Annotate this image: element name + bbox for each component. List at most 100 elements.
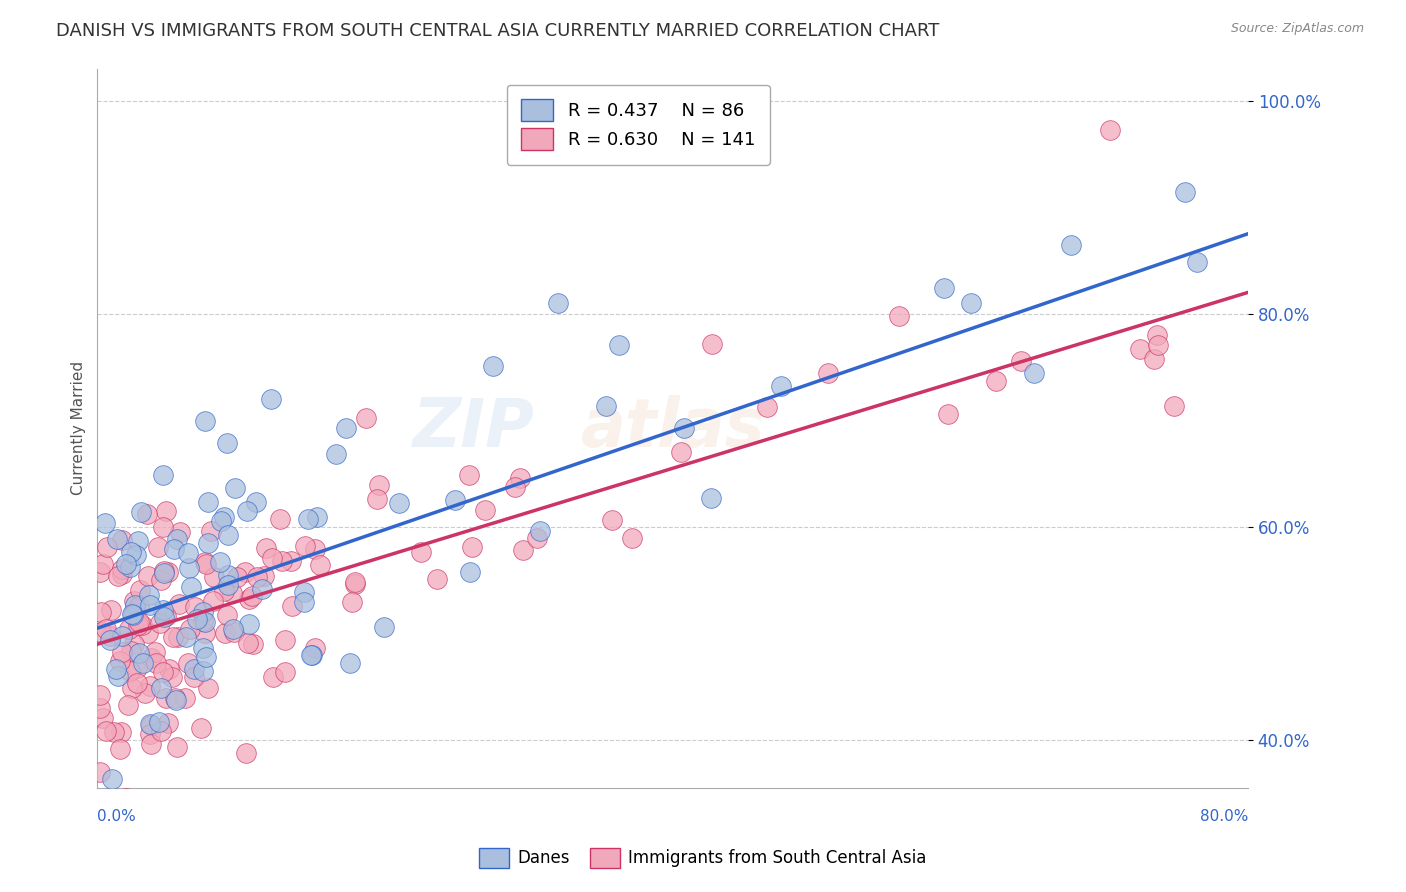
- Point: [366, 491, 388, 506]
- Point: [98, 632, 121, 647]
- Point: [224, 481, 246, 495]
- Point: [1143, 351, 1166, 366]
- Point: [136, 626, 159, 640]
- Point: [217, 578, 239, 592]
- Point: [184, 599, 207, 614]
- Point: [260, 551, 283, 566]
- Point: [163, 691, 186, 706]
- Point: [509, 471, 531, 485]
- Point: [167, 630, 190, 644]
- Point: [305, 510, 328, 524]
- Point: [166, 739, 188, 754]
- Point: [129, 505, 152, 519]
- Point: [149, 681, 172, 696]
- Point: [190, 721, 212, 735]
- Point: [136, 568, 159, 582]
- Point: [373, 620, 395, 634]
- Point: [160, 670, 183, 684]
- Point: [600, 512, 623, 526]
- Text: Source: ZipAtlas.com: Source: ZipAtlas.com: [1230, 22, 1364, 36]
- Point: [1147, 337, 1170, 351]
- Point: [202, 570, 225, 584]
- Point: [128, 646, 150, 660]
- Point: [166, 532, 188, 546]
- Point: [105, 662, 128, 676]
- Point: [180, 580, 202, 594]
- Point: [354, 410, 377, 425]
- Text: DANISH VS IMMIGRANTS FROM SOUTH CENTRAL ASIA CURRENTLY MARRIED CORRELATION CHART: DANISH VS IMMIGRANTS FROM SOUTH CENTRAL …: [56, 22, 939, 40]
- Point: [960, 295, 983, 310]
- Point: [253, 569, 276, 583]
- Point: [387, 495, 409, 509]
- Point: [186, 612, 208, 626]
- Point: [96, 541, 118, 555]
- Point: [157, 565, 180, 579]
- Point: [89, 688, 111, 702]
- Point: [195, 650, 218, 665]
- Point: [297, 512, 319, 526]
- Text: atlas: atlas: [581, 395, 765, 461]
- Point: [209, 514, 232, 528]
- Point: [1163, 399, 1185, 413]
- Point: [114, 557, 136, 571]
- Point: [120, 664, 142, 678]
- Point: [139, 717, 162, 731]
- Point: [121, 608, 143, 623]
- Point: [128, 599, 150, 613]
- Point: [117, 698, 139, 713]
- Point: [235, 746, 257, 760]
- Point: [183, 670, 205, 684]
- Point: [212, 509, 235, 524]
- Point: [91, 557, 114, 571]
- Point: [100, 772, 122, 787]
- Point: [162, 631, 184, 645]
- Point: [183, 662, 205, 676]
- Point: [153, 564, 176, 578]
- Point: [672, 421, 695, 435]
- Point: [335, 421, 357, 435]
- Point: [197, 536, 219, 550]
- Point: [252, 582, 274, 596]
- Point: [194, 625, 217, 640]
- Point: [426, 572, 449, 586]
- Point: [236, 635, 259, 649]
- Point: [111, 645, 134, 659]
- Point: [221, 586, 243, 600]
- Point: [474, 503, 496, 517]
- Point: [194, 557, 217, 571]
- Legend: R = 0.437    N = 86, R = 0.630    N = 141: R = 0.437 N = 86, R = 0.630 N = 141: [506, 85, 769, 165]
- Point: [167, 597, 190, 611]
- Text: ZIP: ZIP: [413, 395, 534, 461]
- Point: [259, 821, 281, 835]
- Point: [125, 661, 148, 675]
- Point: [339, 656, 361, 670]
- Point: [179, 561, 201, 575]
- Point: [325, 447, 347, 461]
- Point: [128, 615, 150, 629]
- Point: [304, 640, 326, 655]
- Point: [215, 435, 238, 450]
- Point: [301, 648, 323, 663]
- Point: [131, 617, 153, 632]
- Point: [165, 693, 187, 707]
- Point: [98, 629, 121, 643]
- Point: [1146, 327, 1168, 342]
- Point: [148, 714, 170, 729]
- Point: [149, 615, 172, 630]
- Point: [274, 665, 297, 679]
- Point: [129, 582, 152, 597]
- Point: [256, 541, 278, 555]
- Point: [986, 375, 1008, 389]
- Point: [191, 664, 214, 678]
- Point: [100, 603, 122, 617]
- Point: [197, 495, 219, 509]
- Point: [120, 644, 142, 658]
- Point: [932, 281, 955, 295]
- Point: [127, 533, 149, 548]
- Point: [155, 504, 177, 518]
- Point: [152, 468, 174, 483]
- Point: [1129, 342, 1152, 356]
- Point: [152, 566, 174, 580]
- Point: [621, 531, 644, 545]
- Point: [214, 584, 236, 599]
